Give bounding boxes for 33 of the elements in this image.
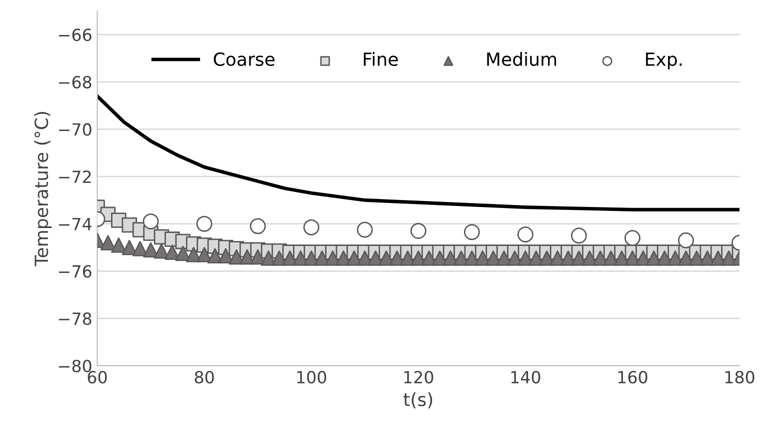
point xyxy=(410,222,426,239)
y-tick-label: −66 xyxy=(59,28,92,42)
point xyxy=(678,232,694,248)
y-axis-title: Temperature (°C) xyxy=(34,112,52,266)
x-tick-label: 100 xyxy=(297,370,326,384)
legend-label: Fine xyxy=(364,52,398,66)
legend-label: Medium xyxy=(487,52,556,66)
y-tick-label: −70 xyxy=(59,123,92,136)
y-tick-label: −72 xyxy=(59,170,91,183)
x-axis-title: t(s) xyxy=(404,392,432,408)
x-tick-label: 120 xyxy=(404,370,434,384)
x-tick-label: 140 xyxy=(511,370,540,384)
line-series xyxy=(97,94,740,212)
x-tick-label: 160 xyxy=(618,370,648,384)
point xyxy=(464,224,480,240)
y-tick-label: −78 xyxy=(59,312,92,325)
legend-label: Coarse xyxy=(214,52,274,66)
point xyxy=(624,230,640,246)
point xyxy=(196,216,212,232)
y-tick-label: −68 xyxy=(59,76,92,88)
y-tick-label: −74 xyxy=(59,218,92,230)
point xyxy=(250,218,266,234)
x-tick-label: 60 xyxy=(88,370,107,384)
legend-label: Exp. xyxy=(646,52,682,70)
point xyxy=(303,219,320,236)
x-tick-label: 180 xyxy=(725,370,754,384)
y-tick-label: −76 xyxy=(59,265,92,278)
y-tick-label: −80 xyxy=(59,360,92,372)
point xyxy=(142,213,159,230)
point xyxy=(570,228,587,244)
x-tick-label: 80 xyxy=(194,370,214,384)
point xyxy=(517,226,534,242)
point xyxy=(356,222,373,238)
